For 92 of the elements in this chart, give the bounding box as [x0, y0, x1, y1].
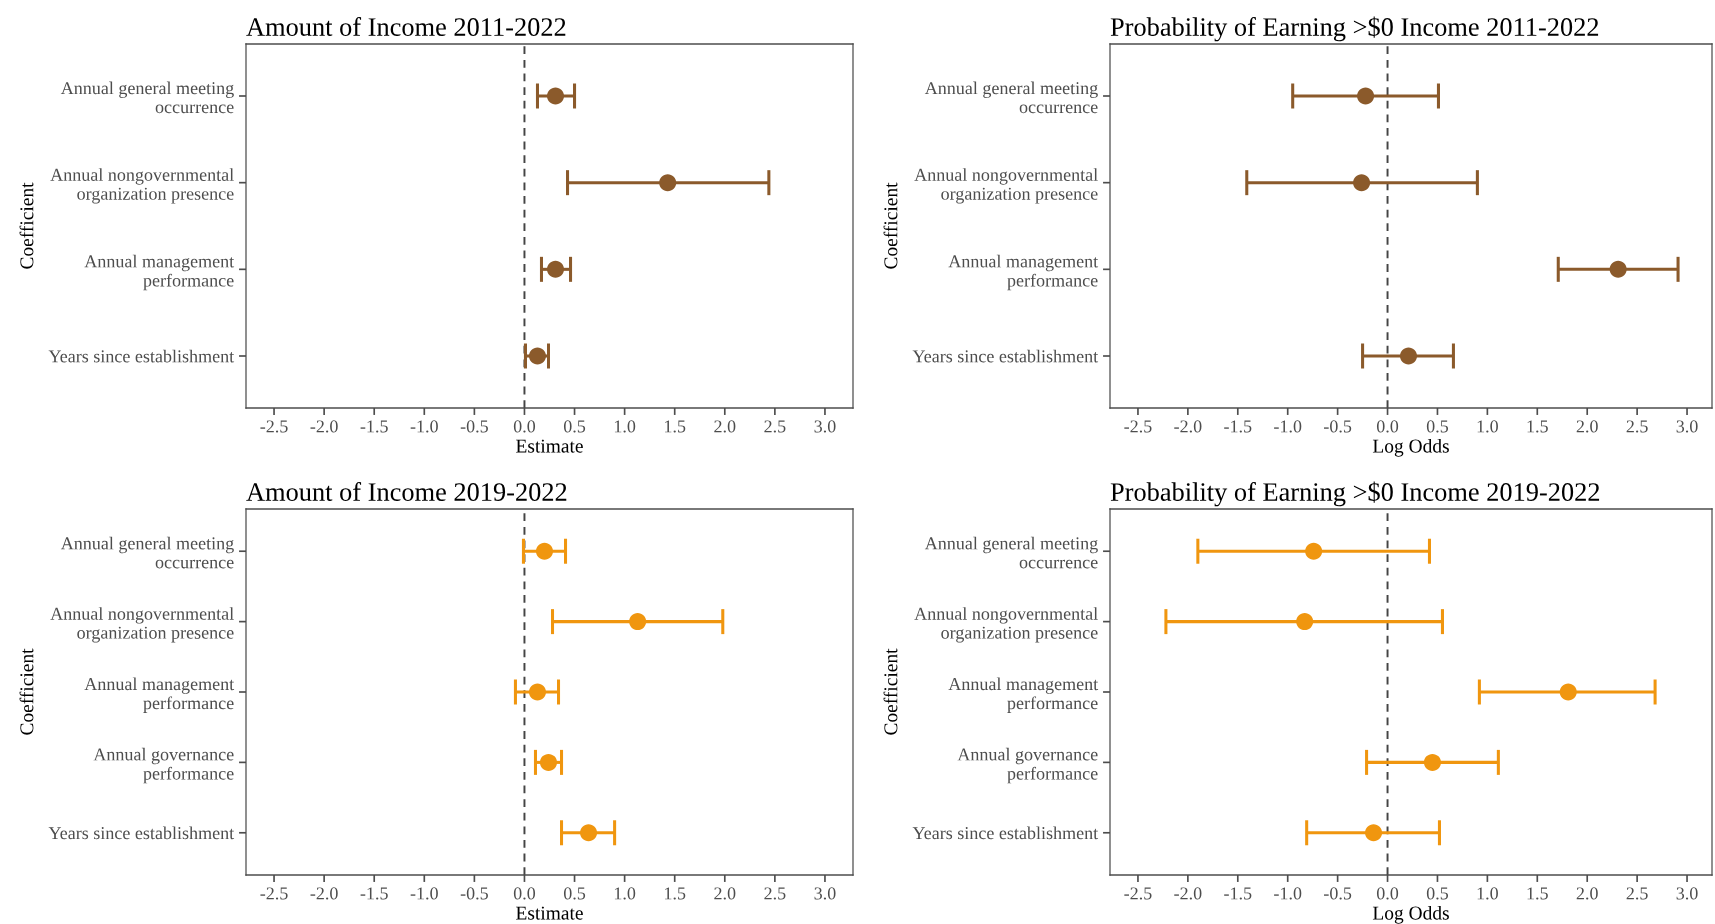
x-tick-label: 2.0: [714, 887, 736, 900]
x-tick-label: -1.5: [360, 420, 388, 433]
point: [1353, 174, 1371, 192]
point: [1609, 260, 1627, 278]
x-tick-label: 1.0: [614, 887, 636, 900]
point: [528, 683, 546, 701]
x-tick-label: -1.5: [1224, 887, 1252, 900]
y-tick-label: Years since establishment: [48, 349, 235, 363]
x-tick-label: -0.5: [1324, 420, 1352, 433]
x-tick-label: 2.0: [714, 420, 736, 433]
x-tick-label: -0.5: [460, 420, 488, 433]
x-tick-label: -1.0: [410, 420, 438, 433]
x-tick-label: 3.0: [1676, 420, 1698, 433]
y-tick-label: Annual nongovernmental organization presence: [50, 168, 234, 204]
x-tick-label: 1.5: [1527, 887, 1548, 900]
y-tick-label: Years since establishment: [912, 826, 1099, 840]
y-tick-label: Annual general meeting occurrence: [60, 536, 234, 569]
x-axis-title: Estimate: [516, 906, 583, 920]
y-tick-label: Annual management performance: [948, 677, 1099, 713]
x-tick-label: -1.5: [1224, 420, 1252, 433]
y-tick-label: Annual management performance: [948, 254, 1099, 291]
y-axis-title: Coefficient: [19, 648, 34, 735]
x-tick-label: 3.0: [814, 887, 836, 900]
x-tick-label: -2.5: [1124, 887, 1152, 900]
x-tick-label: 2.5: [764, 887, 786, 900]
x-tick-label: -2.0: [310, 420, 338, 433]
x-tick-label: 2.5: [1626, 887, 1648, 900]
x-tick-label: -2.5: [260, 887, 288, 900]
x-tick-label: -1.5: [360, 887, 388, 900]
x-tick-label: 0.5: [1426, 420, 1449, 433]
y-tick-label: Annual management performance: [84, 254, 235, 291]
point: [539, 753, 557, 771]
point: [1365, 824, 1383, 842]
x-tick-label: -2.5: [1124, 420, 1152, 433]
x-axis-title: Log Odds: [1372, 438, 1449, 457]
x-tick-label: 0.0: [1376, 887, 1399, 900]
point: [1357, 87, 1375, 105]
y-tick-label: Annual nongovernmental organization presence: [914, 168, 1098, 204]
x-tick-label: 1.5: [665, 420, 686, 433]
point: [1296, 613, 1314, 631]
y-tick-label: Annual governance performance: [957, 747, 1098, 784]
x-tick-label: 3.0: [1676, 887, 1698, 900]
point: [1423, 753, 1441, 771]
point: [1559, 683, 1577, 701]
x-tick-label: 2.5: [764, 420, 786, 433]
x-tick-label: -2.0: [310, 887, 338, 900]
x-tick-label: 1.0: [614, 420, 636, 433]
x-tick-label: -1.0: [1274, 887, 1302, 900]
y-axis-title: Coefficient: [19, 182, 34, 269]
y-tick-label: Annual management performance: [84, 677, 235, 713]
point: [1399, 347, 1418, 365]
x-axis-title: Log Odds: [1372, 905, 1449, 924]
y-tick-label: Annual governance performance: [93, 747, 234, 784]
x-tick-label: 2.5: [1626, 420, 1648, 433]
x-tick-label: -1.0: [1274, 420, 1302, 433]
x-tick-label: 1.0: [1477, 420, 1498, 433]
x-tick-label: 0.5: [563, 887, 586, 900]
x-tick-label: -0.5: [460, 887, 488, 900]
x-tick-label: 1.5: [1527, 420, 1548, 433]
y-tick-label: Years since establishment: [912, 349, 1099, 363]
chart-title: Amount of Income 2019-2022: [246, 482, 567, 501]
x-tick-label: 1.5: [665, 887, 686, 900]
x-tick-label: 0.0: [1376, 420, 1399, 433]
x-tick-label: 1.0: [1477, 887, 1498, 900]
x-tick-label: -2.0: [1174, 420, 1202, 433]
x-tick-label: 3.0: [814, 420, 836, 433]
point: [1305, 542, 1323, 560]
y-tick-label: Annual general meeting occurrence: [924, 536, 1098, 569]
point: [535, 542, 553, 560]
x-tick-label: -2.5: [260, 420, 288, 433]
x-tick-label: -1.0: [410, 887, 438, 900]
y-axis-title: Coefficient: [883, 648, 898, 735]
x-tick-label: -0.5: [1324, 887, 1352, 900]
y-tick-label: Annual general meeting occurrence: [60, 81, 234, 114]
chart-title: Probability of Earning >$0 Income 2019-2022: [1110, 481, 1600, 507]
x-tick-label: 0.5: [1426, 887, 1449, 900]
y-tick-label: Annual general meeting occurrence: [924, 81, 1098, 114]
x-tick-label: 0.5: [563, 420, 586, 433]
point: [580, 824, 598, 842]
x-tick-label: 0.0: [513, 887, 536, 900]
chart-title: Amount of Income 2011-2022: [246, 17, 566, 36]
y-tick-label: Annual nongovernmental organization presence: [50, 607, 234, 643]
y-tick-label: Years since establishment: [48, 826, 235, 840]
point: [629, 613, 647, 631]
x-tick-label: 2.0: [1576, 887, 1598, 900]
x-tick-label: 0.0: [513, 420, 536, 433]
chart-title: Probability of Earning >$0 Income 2011-2022: [1110, 16, 1599, 42]
x-tick-label: 2.0: [1576, 420, 1598, 433]
x-axis-title: Estimate: [516, 439, 583, 453]
y-axis-title: Coefficient: [883, 182, 898, 269]
y-tick-label: Annual nongovernmental organization presence: [914, 607, 1098, 643]
x-tick-label: -2.0: [1174, 887, 1202, 900]
